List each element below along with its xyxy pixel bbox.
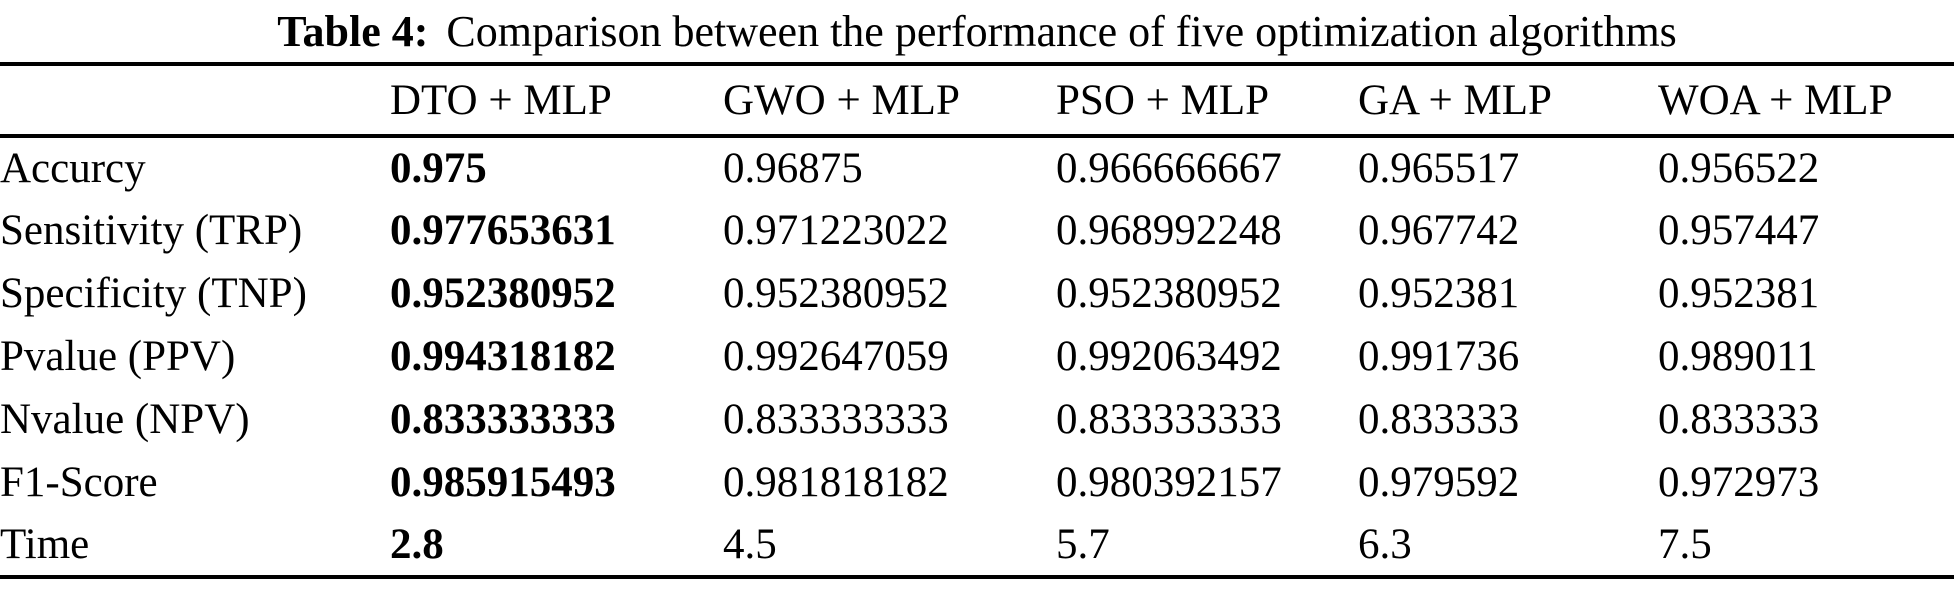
value-cell: 2.8 [390, 521, 444, 568]
value-cell: 0.833333333 [1056, 396, 1282, 443]
value-cell: 0.952381 [1358, 270, 1520, 317]
table-row-specificity: Specificity (TNP) 0.952380952 0.95238095… [0, 262, 1954, 325]
metric-cell: Specificity (TNP) [0, 270, 307, 317]
value-cell: 0.952381 [1658, 270, 1820, 317]
table-row-accurcy: Accurcy 0.975 0.96875 0.966666667 0.9655… [0, 136, 1954, 199]
col-header-gwo-mlp: GWO + MLP [723, 64, 1056, 138]
value-cell: 0.972973 [1658, 459, 1820, 506]
comparison-table: DTO + MLP GWO + MLP PSO + MLP GA + MLP W… [0, 62, 1954, 579]
value-cell: 0.952380952 [1056, 270, 1282, 317]
value-cell: 0.833333 [1658, 396, 1820, 443]
value-cell: 0.989011 [1658, 333, 1818, 380]
value-cell: 5.7 [1056, 521, 1110, 568]
metric-cell: F1-Score [0, 459, 158, 506]
value-cell: 0.977653631 [390, 207, 616, 254]
value-cell: 0.957447 [1658, 207, 1820, 254]
value-cell: 6.3 [1358, 521, 1412, 568]
value-cell: 0.981818182 [723, 459, 949, 506]
table-row-time: Time 2.8 4.5 5.7 6.3 7.5 [0, 514, 1954, 577]
value-cell: 0.967742 [1358, 207, 1520, 254]
value-cell: 0.992647059 [723, 333, 949, 380]
value-cell: 0.966666667 [1056, 145, 1282, 192]
value-cell: 0.992063492 [1056, 333, 1282, 380]
table-row-sensitivity: Sensitivity (TRP) 0.977653631 0.97122302… [0, 199, 1954, 262]
value-cell: 0.956522 [1658, 145, 1820, 192]
table-caption-text: Comparison between the performance of fi… [446, 7, 1677, 56]
col-header-dto-mlp: DTO + MLP [390, 64, 723, 138]
col-header-pso-mlp: PSO + MLP [1056, 64, 1358, 138]
value-cell: 0.952380952 [723, 270, 949, 317]
col-header-ga-mlp: GA + MLP [1358, 64, 1658, 138]
col-header-woa-mlp: WOA + MLP [1658, 64, 1954, 138]
metric-cell: Nvalue (NPV) [0, 396, 250, 443]
value-cell: 0.833333 [1358, 396, 1520, 443]
table-row-pvalue: Pvalue (PPV) 0.994318182 0.992647059 0.9… [0, 325, 1954, 388]
value-cell: 0.833333333 [390, 396, 616, 443]
table-row-nvalue: Nvalue (NPV) 0.833333333 0.833333333 0.8… [0, 388, 1954, 451]
value-cell: 0.968992248 [1056, 207, 1282, 254]
value-cell: 0.965517 [1358, 145, 1520, 192]
value-cell: 0.833333333 [723, 396, 949, 443]
value-cell: 0.952380952 [390, 270, 616, 317]
value-cell: 0.96875 [723, 145, 863, 192]
value-cell: 0.975 [390, 145, 487, 192]
value-cell: 0.985915493 [390, 459, 616, 506]
value-cell: 0.980392157 [1056, 459, 1282, 506]
header-row: DTO + MLP GWO + MLP PSO + MLP GA + MLP W… [0, 64, 1954, 138]
table-caption: Table 4: Comparison between the performan… [0, 0, 1954, 62]
value-cell: 4.5 [723, 521, 777, 568]
metric-cell: Accurcy [0, 145, 146, 192]
table-row-f1-score: F1-Score 0.985915493 0.981818182 0.98039… [0, 451, 1954, 514]
metric-cell: Time [0, 521, 90, 568]
value-cell: 7.5 [1658, 521, 1712, 568]
metric-cell: Sensitivity (TRP) [0, 207, 303, 254]
value-cell: 0.979592 [1358, 459, 1520, 506]
value-cell: 0.994318182 [390, 333, 616, 380]
metric-cell: Pvalue (PPV) [0, 333, 236, 380]
value-cell: 0.991736 [1358, 333, 1520, 380]
table-caption-label: Table 4: [277, 7, 429, 56]
col-header-metric [0, 64, 390, 138]
value-cell: 0.971223022 [723, 207, 949, 254]
